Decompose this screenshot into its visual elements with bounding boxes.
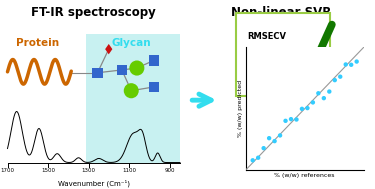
Point xyxy=(315,92,321,95)
X-axis label: % (w/w) references: % (w/w) references xyxy=(274,173,335,178)
Text: Glycan: Glycan xyxy=(111,38,151,48)
Text: Protein: Protein xyxy=(16,38,59,48)
Point xyxy=(310,101,316,104)
Bar xyxy=(86,34,180,163)
Point xyxy=(326,90,332,93)
Text: Wavenumber (Cm⁻¹): Wavenumber (Cm⁻¹) xyxy=(58,180,130,187)
Point xyxy=(277,134,283,137)
Point xyxy=(337,75,343,78)
Text: Non-linear SVR: Non-linear SVR xyxy=(231,6,332,19)
Point xyxy=(348,63,354,66)
Text: FT-IR spectroscopy: FT-IR spectroscopy xyxy=(32,6,156,19)
Text: 1300: 1300 xyxy=(82,168,96,173)
Point xyxy=(299,107,305,110)
Point xyxy=(332,79,338,82)
Point xyxy=(250,159,256,162)
Point xyxy=(255,156,261,159)
Bar xyxy=(117,65,127,75)
Text: 1500: 1500 xyxy=(41,168,55,173)
Point xyxy=(304,107,310,110)
Y-axis label: % (w/w) predicted: % (w/w) predicted xyxy=(238,80,243,137)
Text: RPD: RPD xyxy=(248,77,267,87)
Point xyxy=(272,140,278,143)
Bar xyxy=(148,82,159,92)
Text: 1100: 1100 xyxy=(122,168,136,173)
Point xyxy=(288,118,294,121)
FancyBboxPatch shape xyxy=(236,13,330,96)
Point xyxy=(261,147,267,150)
Text: 1700: 1700 xyxy=(0,168,15,173)
Bar xyxy=(92,67,103,78)
Polygon shape xyxy=(105,44,112,54)
Text: 900: 900 xyxy=(165,168,175,173)
Point xyxy=(294,118,300,121)
Circle shape xyxy=(124,83,139,98)
Point xyxy=(266,137,272,140)
Bar xyxy=(148,55,159,66)
Circle shape xyxy=(129,60,144,76)
FancyArrowPatch shape xyxy=(192,94,211,106)
Point xyxy=(343,63,349,66)
Point xyxy=(282,119,288,122)
Text: RMSEP: RMSEP xyxy=(248,55,280,64)
Point xyxy=(354,60,360,63)
Point xyxy=(321,97,327,100)
Text: RMSECV: RMSECV xyxy=(248,32,286,41)
